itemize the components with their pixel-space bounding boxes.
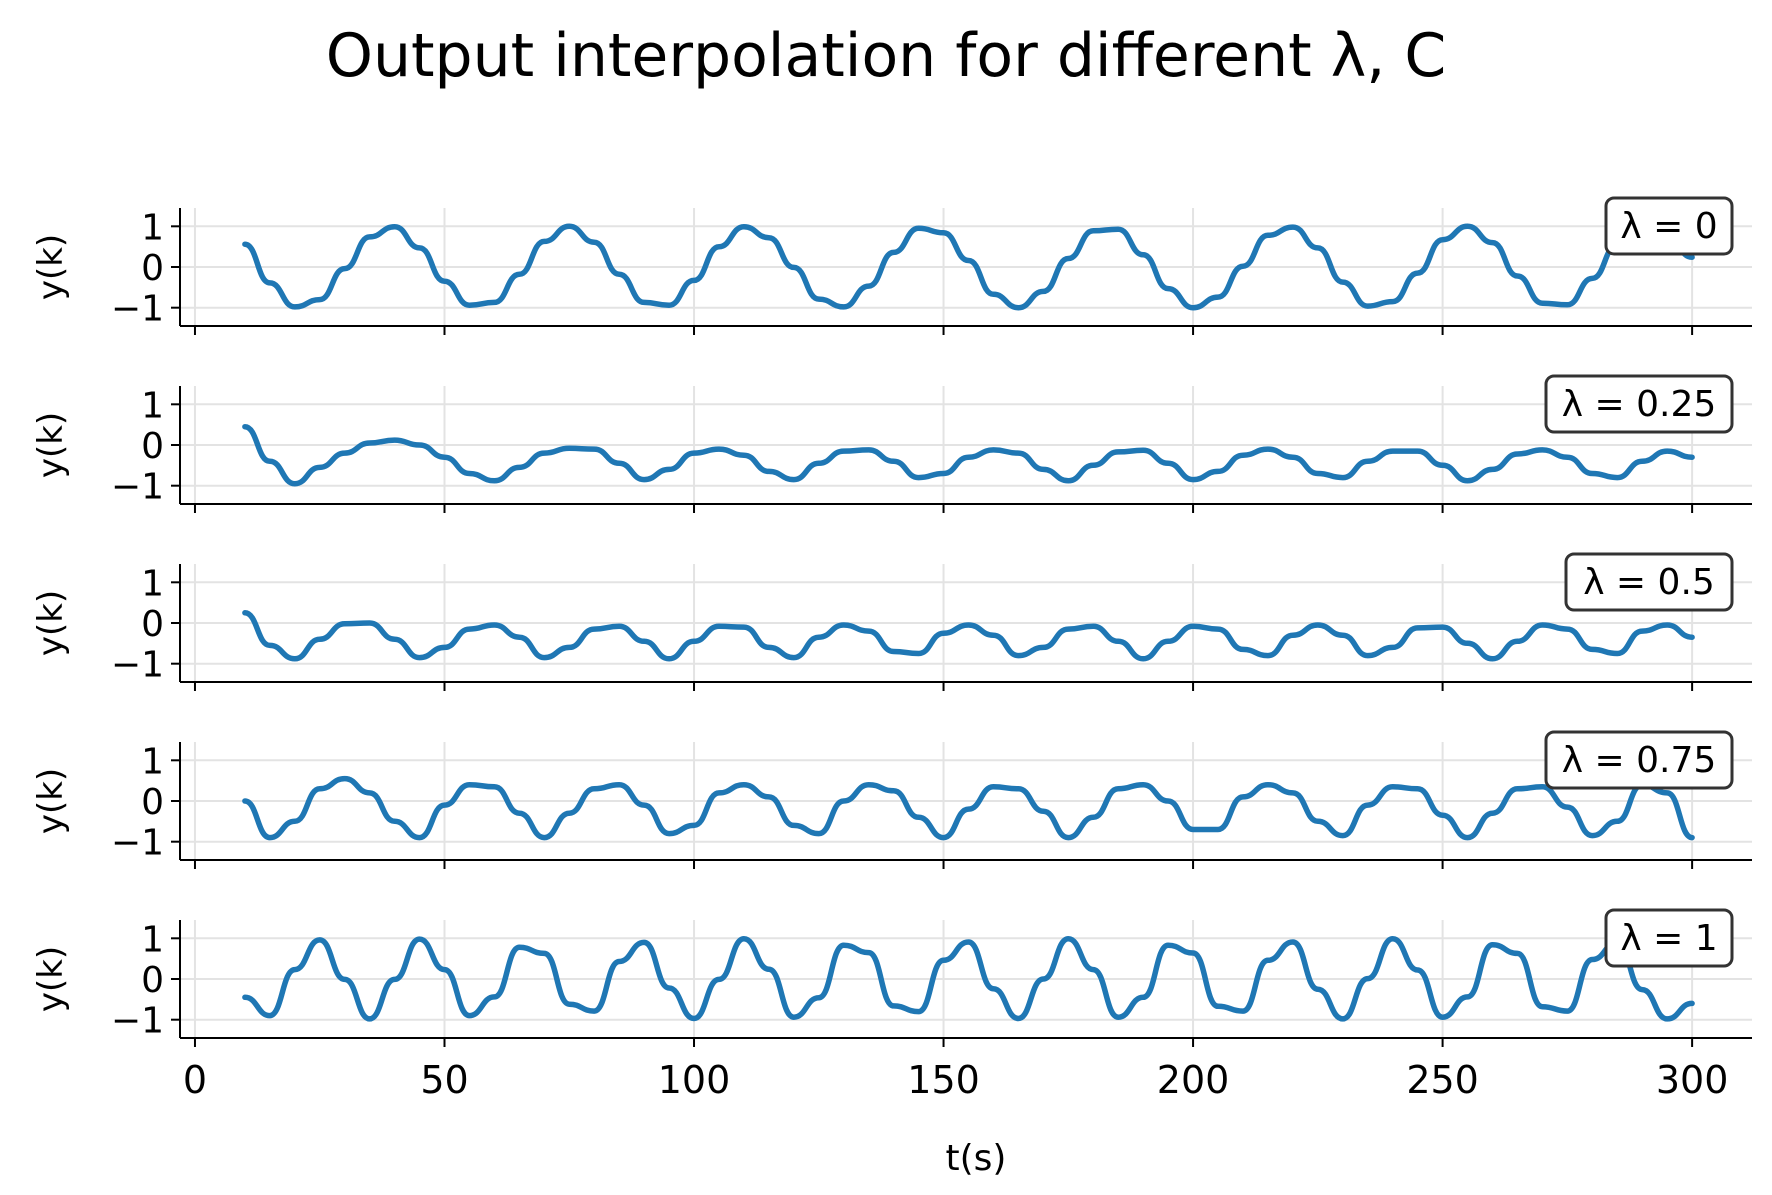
figure-title: Output interpolation for different λ, C	[325, 21, 1447, 91]
panel-1-ytick-label: 1	[141, 207, 164, 248]
panel-5-xtick-label: 100	[658, 1058, 731, 1102]
panel-1-ylabel: y(k)	[31, 234, 71, 300]
panel-1-ytick-label: 0	[141, 248, 164, 289]
panel-2-label-box	[1544, 374, 1734, 434]
panel-5-xtick-label: 250	[1406, 1058, 1479, 1102]
panel-1-label-text: λ = 0	[1620, 206, 1717, 247]
panel-4-ytick-label: 1	[141, 741, 164, 782]
panel-5-xtick-label: 300	[1656, 1058, 1729, 1102]
panel-3-label-text: λ = 0.5	[1583, 562, 1715, 603]
panel-3-ytick-label: 0	[141, 604, 164, 645]
panel-1-series-line	[242, 223, 1695, 311]
panel-3-label-box	[1564, 552, 1734, 612]
panel-4-ytick-label: −1	[111, 823, 164, 864]
panel-5-series-line	[242, 935, 1695, 1022]
panel-4-label-box	[1544, 730, 1734, 790]
panel-1-ytick-label: −1	[111, 289, 164, 330]
panel-2-ytick-label: 1	[141, 385, 164, 426]
panel-5-xtick-label: 200	[1157, 1058, 1230, 1102]
panel-2-ytick-label: 0	[141, 426, 164, 467]
panel-3-ylabel: y(k)	[31, 590, 71, 656]
panel-4-series-line	[242, 775, 1695, 841]
panel-5-label-text: λ = 1	[1620, 918, 1717, 959]
panel-3-ytick-label: −1	[111, 645, 164, 686]
panel-5-xtick-label: 0	[183, 1058, 207, 1102]
panel-4-ylabel: y(k)	[31, 768, 71, 834]
panel-5-ytick-label: 0	[141, 960, 164, 1001]
panel-5-ytick-label: 1	[141, 919, 164, 960]
panel-3-ytick-label: 1	[141, 563, 164, 604]
panel-2-label-text: λ = 0.25	[1562, 384, 1717, 425]
panel-5-xlabel: t(s)	[946, 1138, 1007, 1179]
panel-2-series-line	[242, 423, 1695, 487]
panel-3-series-line	[242, 610, 1695, 662]
panel-4-label-text: λ = 0.75	[1562, 740, 1717, 781]
panel-5-xtick-label: 150	[907, 1058, 980, 1102]
panel-2-ylabel: y(k)	[31, 412, 71, 478]
panel-5-ylabel: y(k)	[31, 946, 71, 1012]
panel-5-ytick-label: −1	[111, 1001, 164, 1042]
panel-2-ytick-label: −1	[111, 467, 164, 508]
panel-5-xtick-label: 50	[420, 1058, 468, 1102]
panel-1-label-box	[1604, 196, 1734, 256]
panel-5-label-box	[1604, 908, 1734, 968]
panel-4-ytick-label: 0	[141, 782, 164, 823]
